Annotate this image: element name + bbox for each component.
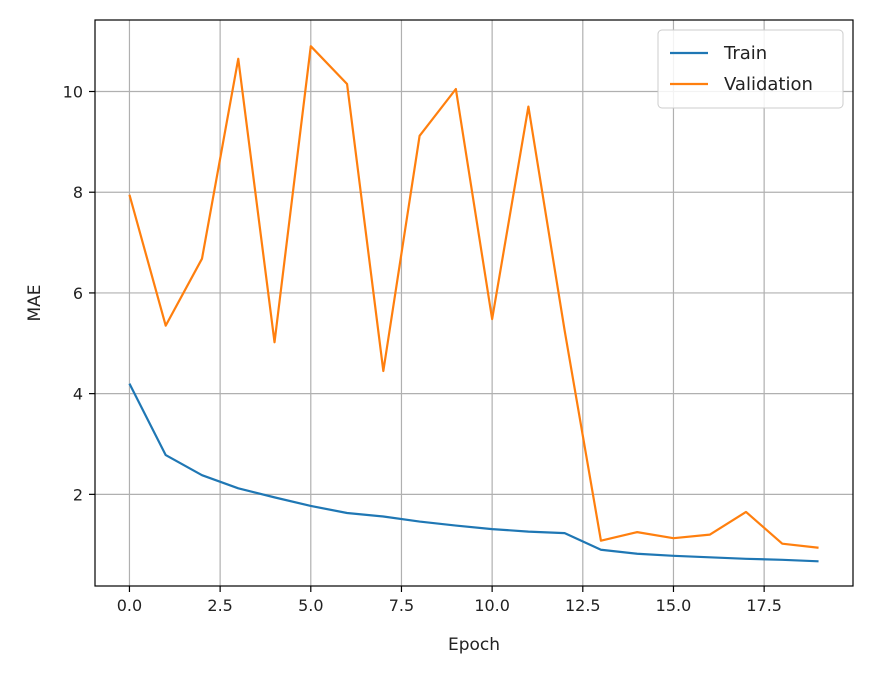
y-tick-label: 10 <box>63 83 83 102</box>
legend-label: Validation <box>724 74 813 95</box>
plot-frame <box>94 19 854 587</box>
y-axis: 2 4 6 8 10 <box>63 83 95 504</box>
x-tick-label: 5.0 <box>298 596 323 615</box>
y-tick-label: 2 <box>73 485 83 504</box>
y-axis-label: MAE <box>25 284 45 321</box>
x-axis: 0.0 2.5 5.0 7.5 10.0 12.5 15.0 17.5 <box>117 586 782 615</box>
series-lines <box>128 45 819 563</box>
x-tick-label: 17.5 <box>746 596 782 615</box>
series-line-validation <box>128 45 819 549</box>
x-tick-label: 7.5 <box>389 596 414 615</box>
x-tick-label: 2.5 <box>207 596 232 615</box>
legend-box <box>657 29 844 109</box>
x-tick-label: 0.0 <box>117 596 142 615</box>
y-tick-label: 4 <box>73 385 83 404</box>
series-line-train <box>128 383 819 563</box>
y-tick-label: 8 <box>73 183 83 202</box>
legend-label: Train <box>723 43 767 64</box>
legend: Train Validation <box>657 29 844 109</box>
y-tick-label: 6 <box>73 284 83 303</box>
x-tick-label: 12.5 <box>565 596 601 615</box>
x-tick-label: 15.0 <box>656 596 692 615</box>
x-axis-label: Epoch <box>448 635 500 655</box>
x-tick-label: 10.0 <box>474 596 510 615</box>
